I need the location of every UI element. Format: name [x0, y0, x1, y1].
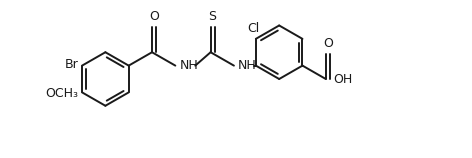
Text: Br: Br — [64, 58, 78, 71]
Text: Cl: Cl — [248, 22, 260, 35]
Text: NH: NH — [238, 59, 257, 72]
Text: OH: OH — [333, 73, 352, 85]
Text: O: O — [149, 10, 159, 23]
Text: O: O — [323, 37, 333, 50]
Text: S: S — [209, 10, 217, 23]
Text: OCH₃: OCH₃ — [45, 87, 78, 100]
Text: NH: NH — [179, 59, 198, 72]
